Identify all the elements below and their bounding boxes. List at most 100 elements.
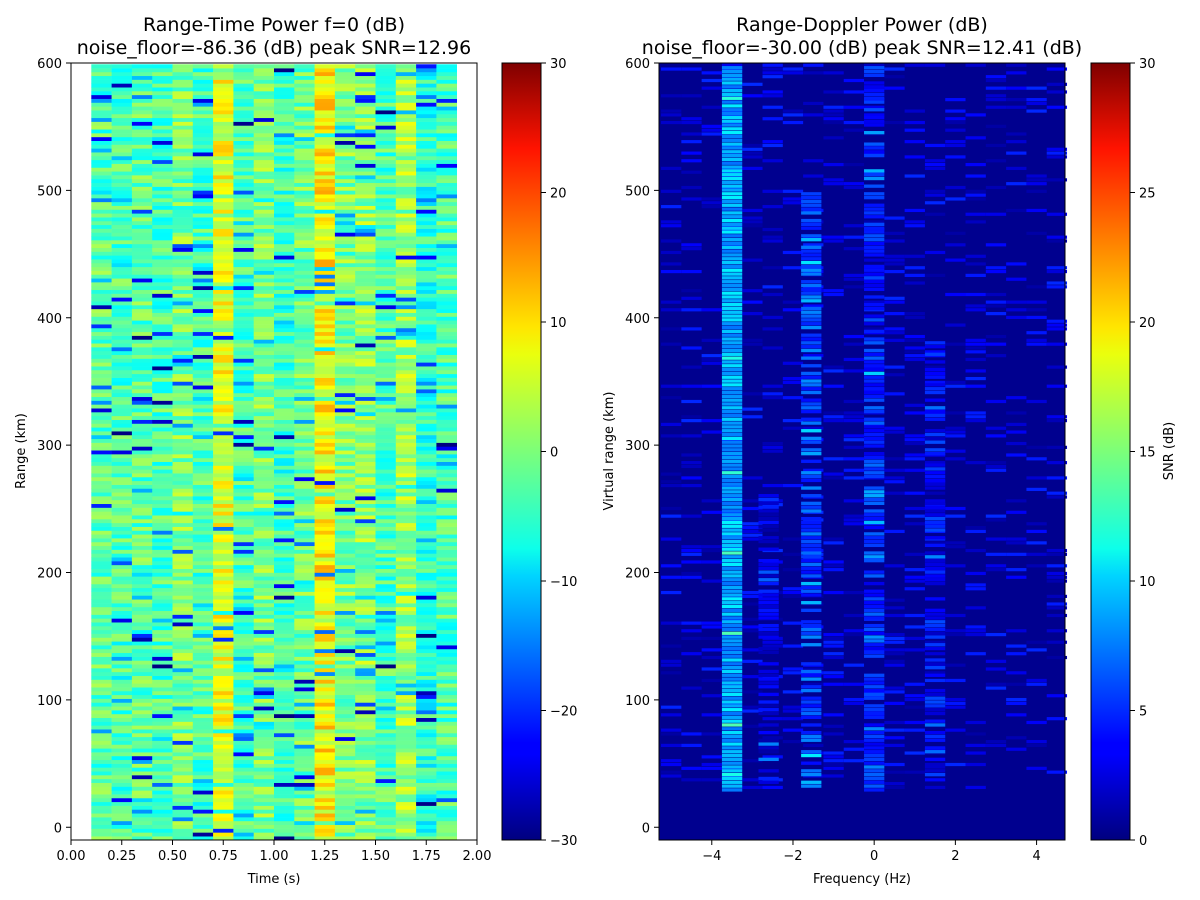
heatmap-cell	[395, 79, 417, 84]
heatmap-cell	[172, 259, 194, 264]
heatmap-cell	[436, 113, 457, 119]
heatmap-cell	[274, 404, 295, 409]
heatmap-cell	[111, 710, 133, 715]
heatmap-cell	[355, 690, 376, 696]
heatmap-cell	[294, 94, 315, 99]
heatmap-cell	[436, 408, 457, 413]
heatmap-cell	[416, 404, 437, 409]
heatmap-cell	[314, 698, 336, 703]
heatmap-cell	[274, 794, 295, 799]
heatmap-cell	[375, 335, 397, 340]
heatmap-cell	[294, 744, 315, 749]
heatmap-cell	[395, 828, 417, 833]
heatmap-cell	[395, 205, 417, 210]
heatmap-cell	[985, 78, 1007, 83]
heatmap-cell	[192, 152, 214, 157]
heatmap-cell	[314, 622, 336, 627]
heatmap-cell	[253, 381, 275, 386]
heatmap-cell	[131, 262, 153, 268]
heatmap-cell	[334, 247, 356, 252]
heatmap-cell	[375, 725, 397, 730]
heatmap-cell	[192, 68, 214, 73]
heatmap-cell	[294, 236, 315, 241]
heatmap-cell	[91, 167, 112, 172]
heatmap-cell	[213, 553, 234, 558]
heatmap-cell	[375, 721, 397, 726]
heatmap-cell	[274, 706, 295, 711]
heatmap-cell	[436, 297, 457, 302]
heatmap-cell	[233, 259, 254, 264]
heatmap-cell	[742, 300, 763, 304]
heatmap-cell	[152, 771, 173, 776]
heatmap-cell	[213, 763, 234, 768]
heatmap-cell	[152, 622, 173, 627]
heatmap-cell	[253, 786, 275, 791]
heatmap-cell	[213, 549, 234, 554]
heatmap-cell	[91, 828, 112, 833]
heatmap-cell	[904, 281, 925, 285]
heatmap-cell	[172, 729, 194, 734]
heatmap-cell	[131, 209, 153, 214]
heatmap-cell	[742, 407, 763, 411]
heatmap-cell	[742, 499, 763, 503]
heatmap-cell	[1026, 86, 1047, 90]
heatmap-cell	[314, 530, 336, 535]
heatmap-cell	[758, 516, 779, 521]
heatmap-cell	[314, 419, 336, 424]
heatmap-cell	[131, 652, 153, 657]
heatmap-cell	[213, 140, 234, 145]
heatmap-cell	[131, 198, 153, 203]
heatmap-cell	[233, 366, 254, 371]
heatmap-cell	[192, 568, 214, 573]
heatmap-cell	[294, 431, 315, 436]
heatmap-cell	[294, 136, 315, 141]
heatmap-cell	[801, 295, 822, 299]
heatmap-cell	[314, 545, 336, 550]
heatmap-cell	[721, 306, 743, 311]
heatmap-cell	[334, 79, 356, 84]
heatmap-cell	[274, 797, 295, 803]
heatmap-cell	[152, 278, 173, 283]
heatmap-cell	[131, 347, 153, 352]
heatmap-cell	[314, 205, 336, 210]
heatmap-cell	[152, 641, 173, 646]
heatmap-cell	[355, 133, 376, 138]
heatmap-cell	[416, 431, 437, 436]
heatmap-cell	[152, 461, 173, 466]
heatmap-cell	[192, 125, 214, 130]
heatmap-cell	[355, 641, 376, 646]
heatmap-cell	[681, 461, 702, 465]
heatmap-cell	[985, 667, 1007, 671]
heatmap-cell	[192, 614, 214, 619]
heatmap-cell	[213, 98, 234, 103]
heatmap-cell	[945, 143, 966, 148]
heatmap-cell	[91, 668, 112, 673]
heatmap-cell	[355, 679, 376, 684]
heatmap-cell	[314, 278, 336, 283]
heatmap-cell	[294, 98, 315, 103]
heatmap-cell	[355, 610, 376, 615]
heatmap-cell	[985, 426, 1007, 430]
heatmap-cell	[131, 125, 153, 130]
heatmap-cell	[334, 297, 356, 302]
heatmap-cell	[395, 335, 417, 340]
heatmap-cell	[945, 140, 966, 144]
heatmap-cell	[742, 629, 763, 633]
heatmap-cell	[801, 398, 822, 402]
heatmap-cell	[395, 377, 417, 382]
heatmap-cell	[436, 236, 457, 241]
heatmap-cell	[355, 538, 376, 543]
heatmap-cell	[111, 522, 133, 527]
heatmap-cell	[213, 243, 234, 248]
heatmap-cell	[721, 761, 743, 765]
heatmap-cell	[395, 480, 417, 485]
heatmap-cell	[742, 392, 763, 396]
heatmap-cell	[436, 247, 457, 252]
heatmap-cell	[395, 648, 417, 654]
heatmap-cell	[395, 404, 417, 409]
colorbar-tick-label: −20	[550, 705, 577, 720]
heatmap-cell	[355, 820, 376, 826]
heatmap-cell	[395, 736, 417, 741]
heatmap-cell	[782, 667, 804, 671]
heatmap-cell	[782, 537, 804, 541]
